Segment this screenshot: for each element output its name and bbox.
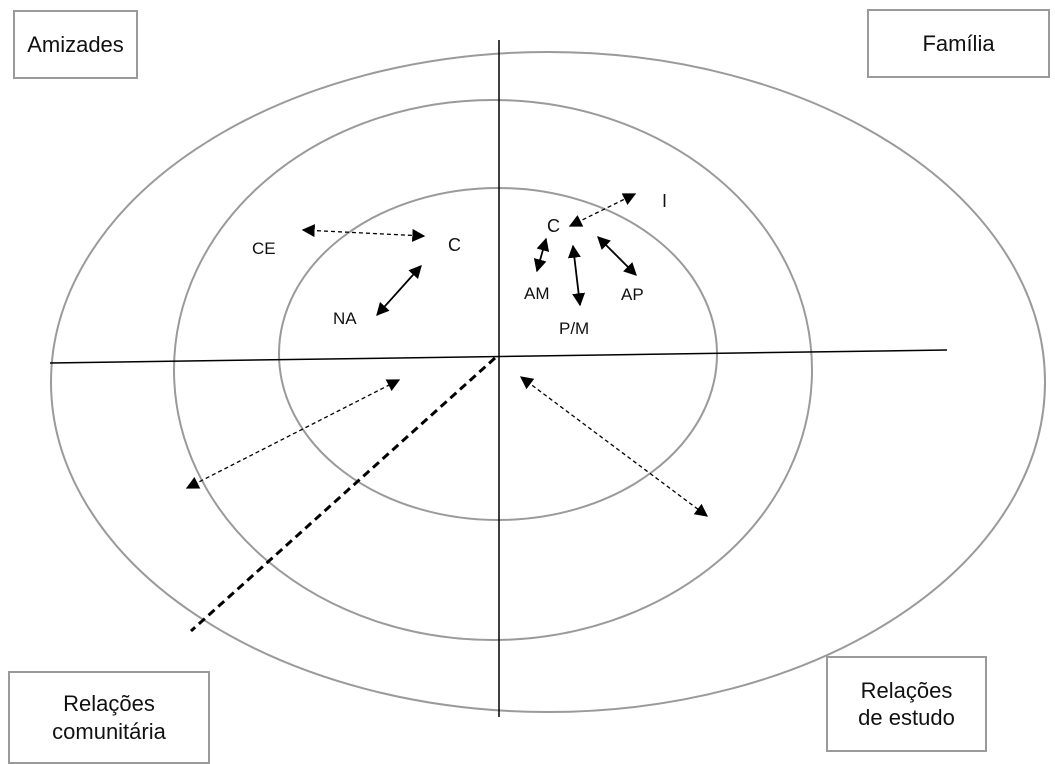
arrow-c-i bbox=[568, 193, 637, 227]
horizontal-axis bbox=[49, 349, 948, 364]
arrow-c-pm bbox=[567, 244, 586, 307]
node-am: AM bbox=[524, 284, 550, 303]
label-relacoes-estudo: Relações de estudo bbox=[858, 677, 955, 731]
arrow-community bbox=[185, 379, 401, 489]
node-pm: P/M bbox=[559, 319, 589, 338]
outer-circle bbox=[50, 51, 1046, 713]
label-relacoes-comunitaria: Relações comunitária bbox=[52, 691, 166, 744]
node-ce: CE bbox=[252, 239, 276, 258]
label-amizades: Amizades bbox=[27, 31, 124, 57]
node-i: I bbox=[662, 191, 667, 211]
box-relacoes-comunitaria: Relações comunitária bbox=[8, 671, 210, 764]
node-c-family: C bbox=[547, 216, 560, 236]
node-c-friends: C bbox=[448, 235, 461, 255]
middle-circle bbox=[173, 99, 813, 641]
box-relacoes-estudo: Relações de estudo bbox=[826, 656, 987, 752]
box-amizades: Amizades bbox=[13, 10, 138, 79]
label-familia: Família bbox=[922, 30, 995, 56]
arrow-na-c bbox=[376, 265, 422, 316]
arrow-c-ap bbox=[597, 236, 637, 276]
dashed-barrier-line bbox=[189, 356, 497, 633]
arrow-c-am bbox=[533, 237, 550, 273]
box-familia: Família bbox=[867, 9, 1050, 78]
arrow-study bbox=[519, 376, 709, 517]
node-na: NA bbox=[333, 309, 357, 328]
node-ap: AP bbox=[621, 285, 644, 304]
arrow-ce-c bbox=[301, 224, 426, 242]
